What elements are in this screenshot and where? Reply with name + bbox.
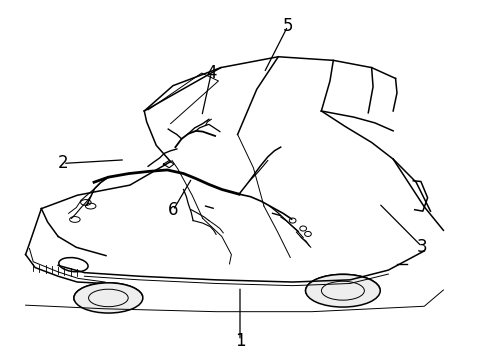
Text: 4: 4 [206, 64, 216, 82]
Text: 5: 5 [283, 17, 293, 35]
Ellipse shape [306, 274, 380, 307]
Text: 3: 3 [417, 238, 427, 256]
Text: 1: 1 [235, 332, 245, 350]
Text: 2: 2 [58, 154, 68, 172]
Text: 6: 6 [168, 201, 178, 219]
Ellipse shape [74, 283, 143, 313]
